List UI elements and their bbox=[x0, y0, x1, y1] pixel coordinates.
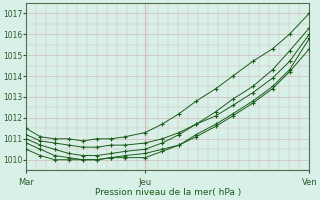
X-axis label: Pression niveau de la mer( hPa ): Pression niveau de la mer( hPa ) bbox=[95, 188, 241, 197]
